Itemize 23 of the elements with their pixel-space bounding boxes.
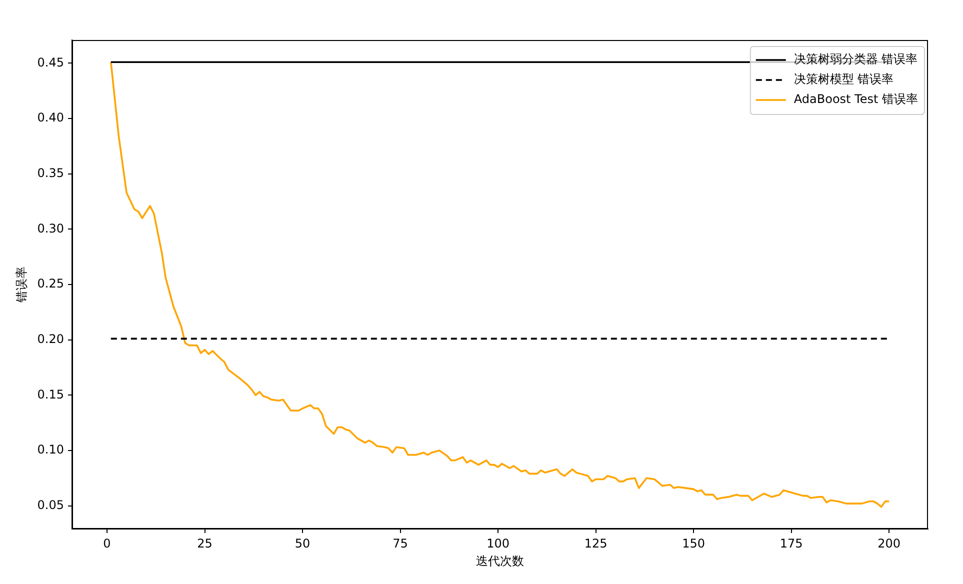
x-axis-title: 迭代次数 [476, 554, 524, 568]
y-tick-label: 0.40 [37, 110, 64, 125]
y-tick-label: 0.30 [37, 221, 64, 236]
x-tick-label: 100 [486, 536, 510, 550]
x-tick-label: 25 [197, 536, 212, 550]
x-tick-label: 0 [103, 536, 111, 550]
legend-label: AdaBoost Test 错误率 [794, 92, 918, 106]
x-tick-label: 125 [584, 536, 608, 550]
y-tick-label: 0.20 [37, 332, 64, 346]
y-tick-label: 0.10 [37, 442, 64, 457]
x-tick-label: 175 [780, 536, 803, 550]
y-tick-label: 0.25 [37, 276, 64, 291]
x-tick-label: 200 [878, 536, 901, 550]
legend-label: 决策树弱分类器 错误率 [794, 52, 918, 66]
y-tick-label: 0.45 [37, 55, 64, 70]
y-tick-label: 0.35 [37, 166, 64, 180]
y-tick-label: 0.15 [37, 387, 64, 402]
legend-label: 决策树模型 错误率 [794, 72, 894, 86]
x-tick-label: 150 [682, 536, 706, 550]
x-tick-label: 50 [294, 536, 310, 550]
y-axis-title: 错误率 [14, 266, 28, 304]
x-tick-label: 75 [392, 536, 408, 550]
y-tick-label: 0.05 [37, 498, 64, 512]
